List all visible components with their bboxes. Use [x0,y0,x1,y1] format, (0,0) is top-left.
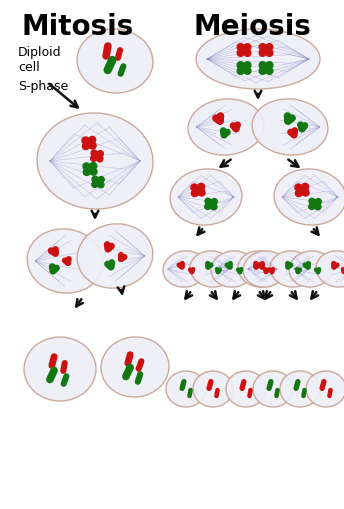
Ellipse shape [316,251,344,288]
Ellipse shape [274,169,344,225]
Ellipse shape [211,251,255,288]
Ellipse shape [37,114,153,210]
Text: S-phase: S-phase [18,80,68,93]
Text: Mitosis: Mitosis [22,13,134,41]
Ellipse shape [77,224,153,289]
Ellipse shape [280,371,320,407]
Ellipse shape [188,100,264,156]
Ellipse shape [252,100,328,156]
Ellipse shape [226,371,266,407]
Ellipse shape [27,230,103,294]
Ellipse shape [270,251,314,288]
Ellipse shape [253,371,293,407]
Ellipse shape [190,251,234,288]
Ellipse shape [289,251,333,288]
Ellipse shape [24,337,96,401]
Ellipse shape [306,371,344,407]
Ellipse shape [196,30,320,90]
Ellipse shape [193,371,233,407]
Ellipse shape [243,251,287,288]
Ellipse shape [238,251,282,288]
Ellipse shape [166,371,206,407]
Ellipse shape [163,251,207,288]
Ellipse shape [101,337,169,397]
Text: Meiosis: Meiosis [193,13,311,41]
Ellipse shape [170,169,242,225]
Ellipse shape [77,30,153,94]
Text: Diploid
cell: Diploid cell [18,46,62,74]
